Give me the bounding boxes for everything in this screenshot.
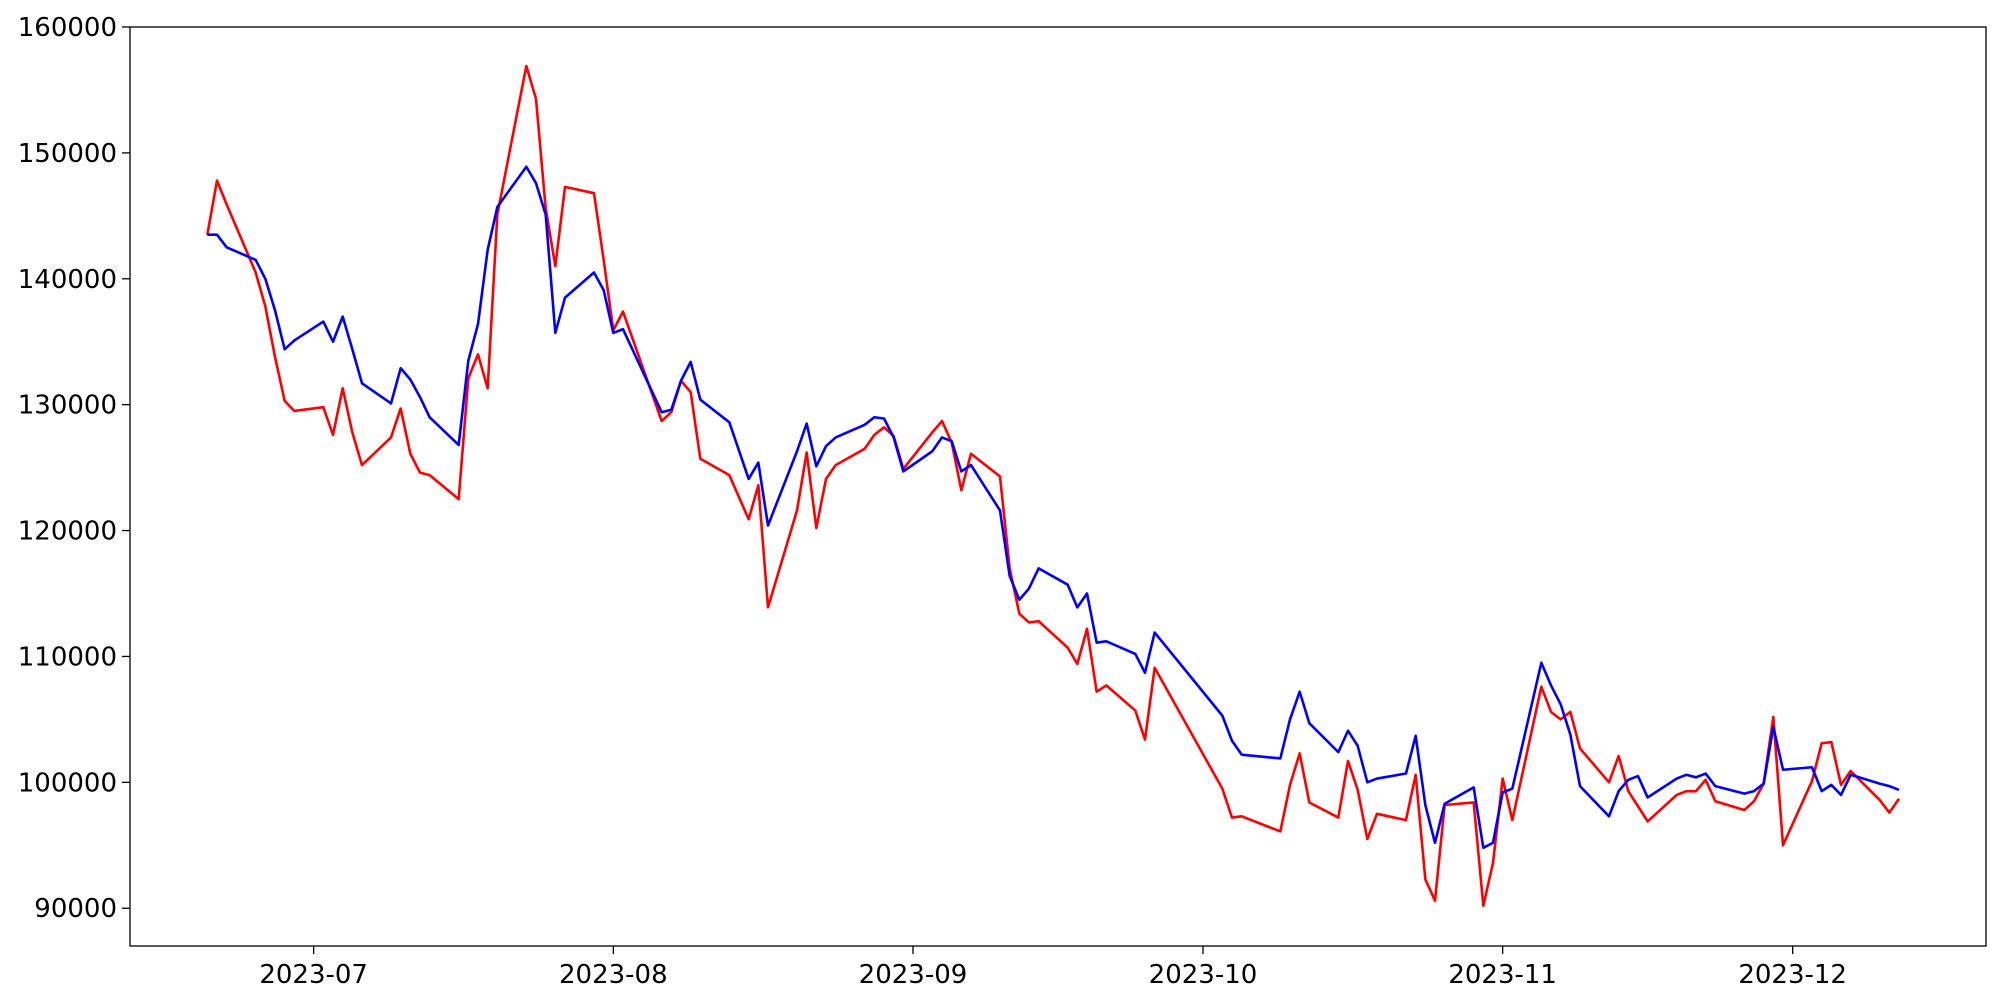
- x-tick-label: 2023-07: [259, 960, 368, 990]
- y-tick-label: 90000: [34, 894, 117, 924]
- y-tick-label: 120000: [18, 517, 117, 547]
- y-tick-label: 160000: [18, 13, 117, 43]
- x-tick-label: 2023-10: [1149, 960, 1258, 990]
- y-tick-label: 110000: [18, 642, 117, 672]
- x-tick-label: 2023-11: [1448, 960, 1557, 990]
- y-tick-label: 150000: [18, 139, 117, 169]
- series-line: [207, 165, 1900, 850]
- y-tick-label: 100000: [18, 768, 117, 798]
- y-tick-label: 130000: [18, 391, 117, 421]
- series-line: [206, 64, 1901, 908]
- x-tick-label: 2023-08: [559, 960, 668, 990]
- y-tick-label: 140000: [18, 265, 117, 295]
- x-tick-label: 2023-12: [1738, 960, 1847, 990]
- plot-frame: [129, 26, 1987, 947]
- x-tick-label: 2023-09: [859, 960, 968, 990]
